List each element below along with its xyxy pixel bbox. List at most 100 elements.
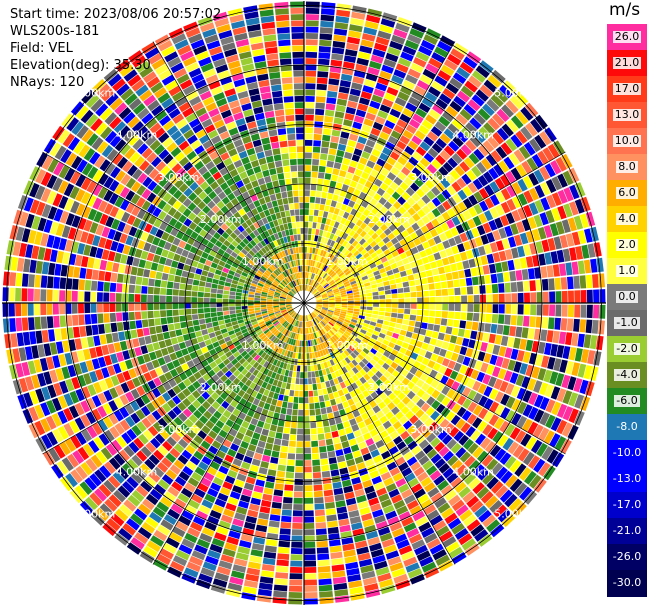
radar-gate — [147, 294, 154, 303]
radar-gate — [216, 526, 229, 536]
radar-gate — [335, 279, 342, 285]
radar-gate — [374, 560, 388, 570]
radar-gate — [393, 272, 401, 279]
radar-gate — [156, 501, 170, 513]
radar-gate — [445, 541, 460, 554]
radar-gate — [396, 505, 409, 516]
radar-gate — [326, 346, 332, 353]
radar-gate — [287, 276, 292, 282]
radar-gate — [415, 409, 425, 419]
radar-gate — [364, 285, 372, 290]
radar-gate — [381, 125, 393, 135]
radar-gate — [355, 364, 363, 372]
radar-gate — [456, 406, 467, 418]
radar-gate — [311, 339, 315, 346]
radar-gate — [304, 541, 316, 548]
radar-gate — [161, 231, 170, 241]
radar-gate — [506, 119, 519, 133]
radar-gate — [77, 242, 86, 255]
radar-gate — [337, 512, 349, 520]
radar-gate — [117, 485, 131, 498]
radar-gate — [263, 448, 272, 457]
radar-gate — [321, 140, 330, 148]
radar-gate — [319, 591, 333, 598]
radar-gate — [255, 524, 268, 533]
radar-gate — [294, 102, 304, 109]
radar-gate — [178, 289, 186, 296]
radar-gate — [310, 190, 316, 197]
radar-gate — [149, 139, 161, 151]
radar-gate — [411, 91, 424, 102]
radar-gate — [161, 97, 174, 109]
radar-gate — [76, 125, 89, 139]
radar-gate — [251, 208, 259, 216]
radar-gate — [86, 194, 97, 207]
radar-gate — [356, 57, 369, 66]
radar-gate — [574, 198, 585, 214]
radar-gate — [311, 234, 315, 241]
radar-gate — [317, 172, 325, 179]
radar-gate — [308, 378, 312, 385]
radar-gate — [125, 416, 136, 428]
radar-gate — [118, 263, 126, 274]
radar-gate — [549, 291, 556, 303]
radar-gate — [181, 327, 189, 335]
radar-gate — [114, 252, 122, 263]
radar-gate — [187, 134, 198, 145]
radar-gate — [340, 131, 350, 139]
radar-gate — [367, 259, 375, 266]
radar-gate — [289, 209, 295, 216]
radar-gate — [59, 441, 71, 456]
radar-gate — [527, 268, 535, 280]
radar-gate — [404, 298, 411, 303]
radar-gate — [261, 308, 267, 312]
radar-gate — [250, 257, 258, 264]
radar-gate — [496, 127, 509, 141]
radar-gate — [247, 395, 255, 404]
radar-gate — [254, 244, 261, 252]
radar-gate — [235, 269, 243, 275]
radar-gate — [123, 321, 130, 331]
radar-gate — [114, 384, 124, 396]
radar-gate — [442, 467, 455, 479]
radar-gate — [396, 373, 405, 382]
radar-gate — [58, 238, 67, 251]
radar-gate — [359, 376, 367, 384]
radar-gate — [24, 376, 35, 391]
radar-gate — [403, 420, 413, 430]
radar-gate — [22, 331, 31, 346]
radar-gate — [308, 384, 313, 391]
radar-gate — [213, 58, 227, 68]
radar-gate — [248, 153, 258, 162]
radar-gate — [277, 553, 290, 560]
radar-gate — [157, 417, 168, 429]
radar-gate — [339, 263, 346, 270]
radar-gate — [280, 522, 292, 529]
radar-gate — [264, 223, 271, 230]
radar-gate — [246, 81, 259, 90]
radar-gate — [319, 452, 328, 459]
radar-gate — [445, 272, 453, 281]
radar-gate — [343, 178, 352, 186]
radar-gate — [269, 287, 276, 292]
radar-gate — [365, 289, 372, 294]
radar-gate — [267, 526, 279, 534]
radar-gate — [228, 428, 238, 437]
radar-gate — [35, 260, 43, 274]
radar-gate — [416, 291, 423, 298]
radar-gate — [392, 267, 400, 274]
radar-gate — [178, 438, 189, 449]
radar-gate — [338, 271, 345, 278]
radar-gate — [418, 234, 427, 243]
radar-gate — [190, 139, 202, 150]
radar-gate — [91, 358, 101, 370]
radar-gate — [359, 97, 370, 106]
radar-gate — [299, 391, 304, 397]
radar-gate — [310, 184, 317, 191]
radar-gate — [535, 279, 543, 291]
radar-gate — [304, 548, 316, 555]
radar-gate — [138, 433, 149, 445]
radar-gate — [273, 584, 288, 592]
radar-gate — [469, 117, 482, 130]
radar-gate — [332, 326, 338, 333]
